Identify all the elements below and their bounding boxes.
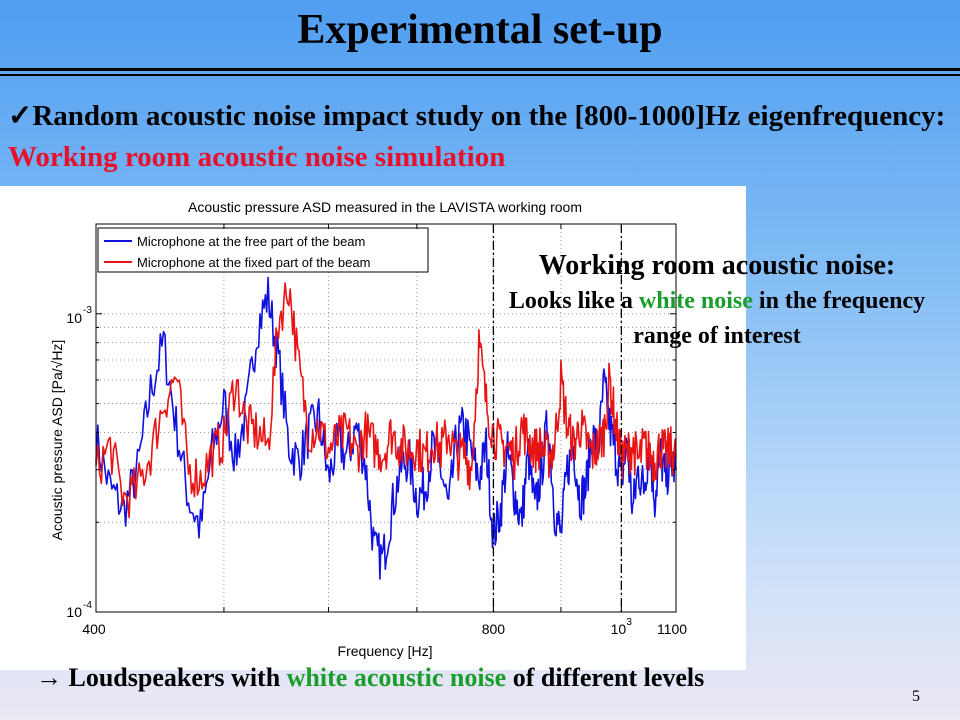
- plot-frame: [95, 223, 677, 613]
- x-axis-label: Frequency [Hz]: [338, 643, 433, 659]
- bullet-highlight: Working room acoustic noise simulation: [8, 141, 506, 173]
- y-tick-1e-4: 10: [66, 604, 82, 620]
- slide-title: Experimental set-up: [297, 7, 663, 53]
- y-tick-1e-4-exponent: -4: [83, 600, 92, 611]
- check-icon: ✓: [8, 100, 33, 132]
- y-tick-1e-3-exponent: -3: [83, 305, 92, 316]
- chart-panel: Acoustic pressure ASD measured in the LA…: [0, 186, 746, 670]
- title-underline: [0, 68, 960, 71]
- bullet-part1: Random acoustic noise impact study on th…: [32, 100, 946, 132]
- bottom-text-a: Loudspeakers with: [62, 663, 287, 692]
- legend-label-fixed: Microphone at the fixed part of the beam: [137, 255, 370, 270]
- x-tick-1000: 10: [611, 621, 627, 637]
- chart-legend: Microphone at the free part of the beam …: [97, 227, 429, 273]
- callout-heading: Working room acoustic noise:: [538, 250, 896, 281]
- callout-text-a: Looks like a: [508, 288, 639, 314]
- legend-label-free: Microphone at the free part of the beam: [137, 234, 365, 249]
- y-tick-1e-3: 10: [66, 310, 82, 326]
- axis-ticks: [95, 224, 677, 613]
- x-tick-400: 400: [82, 621, 106, 637]
- x-tick-1000-exponent: 3: [626, 617, 632, 628]
- bottom-bullet: → Loudspeakers with white acoustic noise…: [36, 663, 916, 693]
- callout-text-b: in the frequency range of interest: [633, 288, 926, 349]
- asd-chart: Acoustic pressure ASD measured in the LA…: [49, 199, 687, 659]
- x-tick-1100: 1100: [657, 621, 687, 637]
- arrow-icon: →: [36, 663, 62, 692]
- bullet-text: ✓Random acoustic noise impact study on t…: [8, 96, 958, 178]
- callout-body: Looks like a white noise in the frequenc…: [494, 284, 940, 354]
- bottom-highlight: white acoustic noise: [286, 663, 507, 692]
- title-underline-thin: [0, 74, 960, 76]
- chart-title: Acoustic pressure ASD measured in the LA…: [188, 199, 582, 215]
- y-axis-label: Acoustic pressure ASD [Pa/√Hz]: [49, 340, 65, 541]
- x-tick-800: 800: [482, 621, 506, 637]
- noise-callout: Working room acoustic noise: Looks like …: [494, 248, 940, 354]
- page-number: 5: [912, 688, 920, 705]
- bottom-text-b: of different levels: [506, 663, 705, 692]
- series-line-fixed: [95, 282, 677, 519]
- callout-white-noise: white noise: [638, 288, 753, 314]
